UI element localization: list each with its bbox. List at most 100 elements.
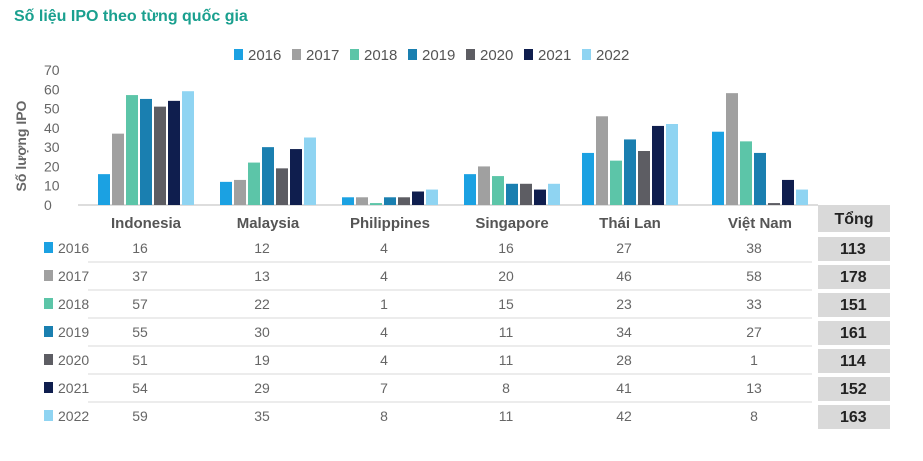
bar	[548, 183, 560, 205]
row-label: 2016	[58, 240, 89, 256]
table-cell: 41	[616, 380, 632, 396]
bar	[610, 160, 622, 205]
total-value: 178	[840, 269, 867, 286]
table-cell: 57	[132, 296, 148, 312]
table-cell: 13	[746, 380, 762, 396]
bar	[276, 168, 288, 205]
legend-swatch	[234, 49, 243, 60]
row-label: 2019	[58, 324, 89, 340]
y-tick-label: 0	[44, 197, 52, 213]
total-cell-bg	[818, 405, 890, 429]
bar	[182, 91, 194, 205]
totals-column: Tổng 113 178 151 161 114 152 163	[818, 205, 890, 429]
total-cell-bg	[818, 349, 890, 373]
legend-swatch	[466, 49, 475, 60]
table-cell: 22	[254, 296, 270, 312]
legend-label: 2020	[480, 47, 513, 64]
legend-swatch	[292, 49, 301, 60]
bar	[234, 179, 246, 205]
table-cell: 37	[132, 268, 148, 284]
row-swatch	[44, 410, 53, 421]
bar	[154, 106, 166, 205]
chart-title: Số liệu IPO theo từng quốc gia	[14, 8, 248, 25]
table-cell: 55	[132, 324, 148, 340]
table-cell: 1	[750, 352, 758, 368]
y-tick-label: 40	[44, 120, 60, 136]
y-tick-label: 50	[44, 101, 60, 117]
table-cell: 4	[380, 324, 388, 340]
table-cell: 8	[502, 380, 510, 396]
table-cell: 28	[616, 352, 632, 368]
bar	[220, 181, 232, 205]
y-tick-label: 20	[44, 158, 60, 174]
total-value: 151	[840, 297, 867, 314]
table-cell: 11	[499, 352, 514, 368]
bar	[398, 197, 410, 205]
total-value: 161	[840, 325, 867, 342]
bar	[304, 137, 316, 205]
table-cell: 46	[616, 268, 632, 284]
bar	[740, 141, 752, 205]
bar	[712, 131, 724, 205]
row-swatch	[44, 354, 53, 365]
legend-label: 2022	[596, 47, 629, 64]
total-header-bg	[818, 205, 890, 232]
bar	[248, 162, 260, 205]
table-cell: 29	[254, 380, 270, 396]
bar	[534, 189, 546, 205]
row-label: 2022	[58, 408, 89, 424]
y-axis-label: Số lượng IPO	[13, 100, 29, 191]
bar	[356, 197, 368, 205]
y-tick-label: 10	[44, 178, 60, 194]
legend-swatch	[350, 49, 359, 60]
bar	[754, 152, 766, 205]
total-cell-bg	[818, 377, 890, 401]
table-cell: 4	[380, 240, 388, 256]
category-label: Indonesia	[111, 215, 182, 232]
table-cell: 27	[746, 324, 762, 340]
table-cell: 51	[132, 352, 148, 368]
row-label: 2018	[58, 296, 89, 312]
table-cell: 11	[499, 408, 514, 424]
y-axis: 0 10 20 30 40 50 60 70	[44, 62, 60, 213]
bar	[652, 125, 664, 205]
y-tick-label: 60	[44, 81, 60, 97]
total-value: 152	[840, 381, 867, 398]
bar	[290, 149, 302, 205]
category-label: Việt Nam	[728, 215, 792, 232]
bar	[262, 147, 274, 205]
bar	[426, 189, 438, 205]
row-swatch	[44, 298, 53, 309]
bar	[478, 166, 490, 205]
bar	[520, 183, 532, 205]
row-swatch	[44, 270, 53, 281]
row-label: 2017	[58, 268, 89, 284]
bar	[412, 191, 424, 205]
row-swatch	[44, 242, 53, 253]
legend-swatch	[582, 49, 591, 60]
table-cell: 33	[746, 296, 762, 312]
legend-label: 2016	[248, 47, 281, 64]
bar	[342, 197, 354, 205]
legend-swatch	[524, 49, 533, 60]
bar	[506, 183, 518, 205]
bar	[596, 116, 608, 205]
bar	[666, 124, 678, 205]
table-cell: 27	[616, 240, 632, 256]
legend-label: 2018	[364, 47, 397, 64]
table-cell: 19	[254, 352, 270, 368]
category-label: Singapore	[475, 215, 548, 232]
legend-label: 2017	[306, 47, 339, 64]
table-cell: 8	[750, 408, 758, 424]
bar	[796, 189, 808, 205]
table-cell: 4	[380, 352, 388, 368]
y-tick-label: 70	[44, 62, 60, 78]
bar	[464, 174, 476, 205]
table-cell: 11	[499, 324, 514, 340]
table-cell: 16	[132, 240, 148, 256]
bar	[582, 152, 594, 205]
bar	[492, 176, 504, 205]
legend-swatch	[408, 49, 417, 60]
category-label: Philippines	[350, 215, 430, 232]
